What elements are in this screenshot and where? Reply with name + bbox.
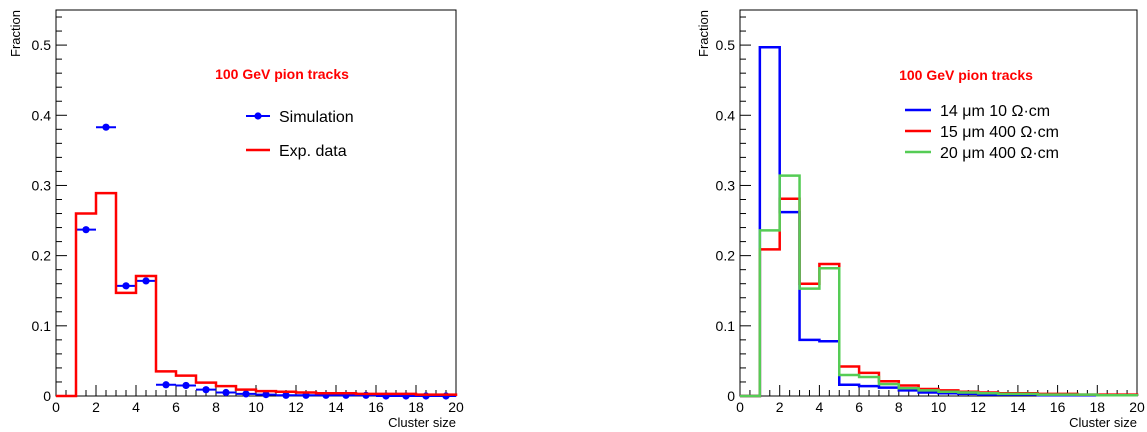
y-tick-label: 0.1 [716,318,736,334]
y-tick-label: 0.4 [716,107,736,123]
series-step-line [56,191,458,398]
x-tick-label: 14 [1010,399,1026,415]
data-point [82,226,90,234]
y-tick-label: 0.1 [32,318,52,334]
y-tick-label: 0.3 [716,177,736,193]
data-point [142,277,150,285]
x-tick-label: 2 [92,399,100,415]
x-axis-label: Cluster size [388,415,456,430]
annotation-text: 100 GeV pion tracks [215,66,349,82]
legend-entry: 14 μm 10 Ω·cm [940,103,1050,120]
y-tick-label: 0.4 [32,107,52,123]
data-point [282,391,290,399]
x-tick-label: 0 [736,399,744,415]
x-tick-label: 10 [931,399,947,415]
y-tick-label: 0.2 [32,248,52,264]
x-tick-label: 6 [172,399,180,415]
annotation-text: 100 GeV pion tracks [899,67,1033,83]
y-tick-label: 0.2 [716,248,736,264]
data-point [102,123,110,131]
data-point [242,390,250,398]
x-tick-label: 12 [970,399,986,415]
x-tick-label: 8 [212,399,220,415]
y-tick-label: 0.5 [32,37,52,53]
x-tick-label: 16 [368,399,384,415]
x-tick-label: 2 [776,399,784,415]
x-tick-label: 20 [448,399,464,415]
x-tick-label: 14 [328,399,344,415]
data-point [202,386,210,394]
data-point [182,381,190,390]
x-tick-label: 6 [855,399,863,415]
x-tick-label: 18 [408,399,424,415]
data-point [222,388,230,397]
x-tick-label: 18 [1090,399,1106,415]
data-point [162,381,170,389]
x-tick-label: 0 [52,399,60,415]
x-axis-label: Cluster size [1069,415,1137,430]
y-axis-label: Fraction [696,10,711,57]
y-axis-label: Fraction [8,10,23,57]
x-tick-label: 4 [132,399,140,415]
x-tick-label: 8 [895,399,903,415]
series-step-line [740,174,1139,398]
x-tick-label: 10 [248,399,264,415]
chart-right: 0 0.1 0.2 0.3 0.4 0.5 0 2 4 6 8 10 12 14 16 18 20Cluster… [696,9,1145,430]
data-point [122,282,130,290]
x-tick-label: 20 [1129,399,1145,415]
legend-entry: Simulation [279,109,354,126]
y-tick-label: 0 [727,388,735,404]
chart-left: 0 0.1 0.2 0.3 0.4 0.5 0 2 4 6 8 10 12 14 16 18 20Cluster… [8,9,464,430]
y-tick-label: 0.5 [716,37,736,53]
legend-entry: Exp. data [279,143,347,160]
y-tick-label: 0.3 [32,177,52,193]
x-tick-label: 12 [288,399,304,415]
x-tick-label: 4 [816,399,824,415]
x-tick-label: 16 [1050,399,1066,415]
legend-marker [254,112,262,120]
y-tick-label: 0 [43,388,51,404]
data-point [262,390,270,399]
legend-entry: 15 μm 400 Ω·cm [940,124,1059,141]
legend-entry: 20 μm 400 Ω·cm [940,145,1059,162]
